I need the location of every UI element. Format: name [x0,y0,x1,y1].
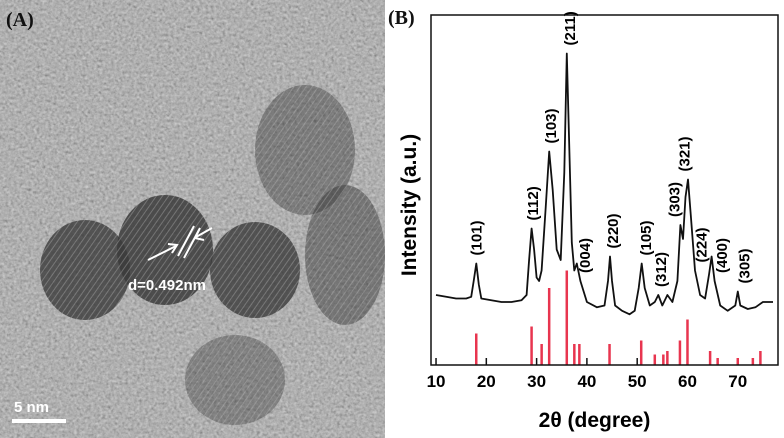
arrowhead [193,229,205,241]
x-tick-label: 20 [477,372,496,391]
peak-label: (303) [666,182,683,217]
peak-label: (101) [468,220,485,255]
arrow [195,227,213,238]
x-tick-label: 60 [678,372,697,391]
panel-label: (B) [388,7,415,29]
scale-bar-label: 5 nm [14,399,49,416]
x-tick-label: 50 [628,372,647,391]
panel-label: (A) [6,9,34,31]
particle [255,85,355,215]
peak-label: (224) [694,227,711,262]
x-tick-label: 40 [577,372,596,391]
peak-label: (004) [577,238,594,273]
x-axis-label: 2θ (degree) [539,409,651,432]
tem-image: d=0.492nm 5 nm (A) [0,0,385,438]
x-tick-label: 30 [527,372,546,391]
peak-label: (105) [638,220,655,255]
peak-label: (103) [543,108,560,143]
particle [305,185,385,325]
xrd-curve [435,52,773,316]
particle [185,335,285,425]
peak-label: (305) [736,248,753,283]
lattice-fringe [177,225,195,257]
peak-label: (112) [525,186,542,220]
x-tick-label: 10 [427,372,446,391]
particle [117,195,213,305]
x-tick-label: 70 [728,372,747,391]
peak-label: (321) [676,136,693,171]
scale-bar [12,419,66,423]
d-spacing-label: d=0.492nm [128,277,206,294]
arrow [147,245,177,261]
particle [210,222,300,318]
particle [40,220,130,320]
peak-label: (211) [562,11,579,45]
arrowhead [167,243,179,254]
peak-label: (220) [605,213,622,248]
y-axis-label: Intensity (a.u.) [398,134,421,276]
peak-label: (312) [653,252,670,287]
peak-label: (400) [714,238,731,273]
plot-frame [430,14,779,366]
